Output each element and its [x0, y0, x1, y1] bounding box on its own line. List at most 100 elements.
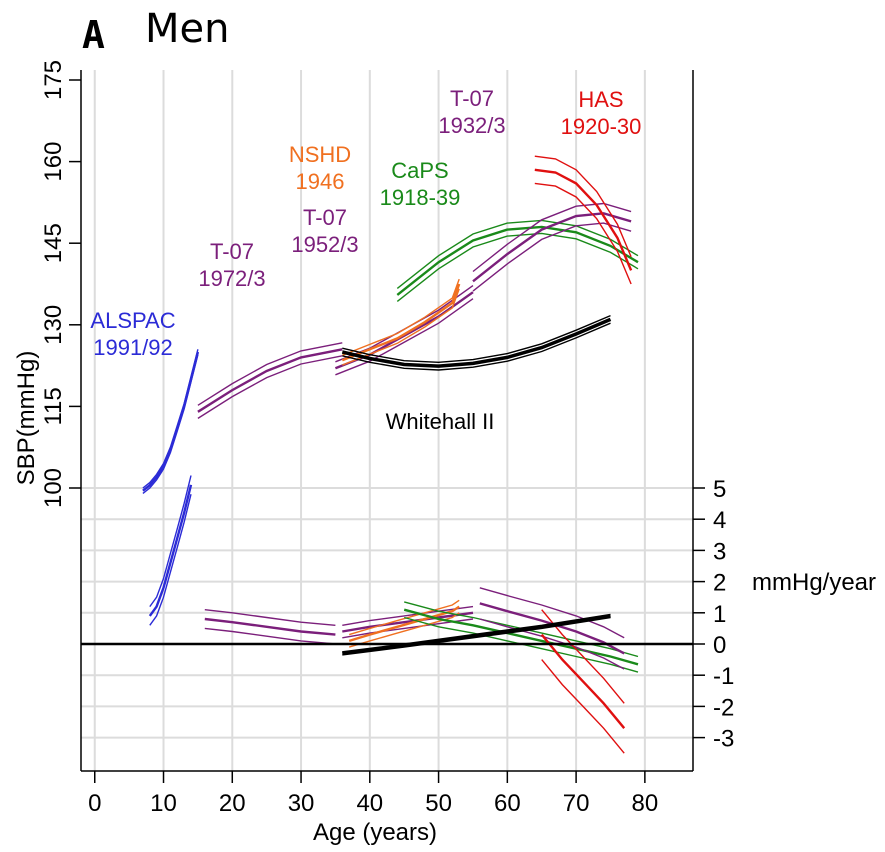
x-tick-label: 50: [425, 790, 452, 817]
label-line: Whitehall II: [386, 409, 495, 434]
y2-tick-label: 1: [713, 601, 726, 628]
y-tick-label: 100: [40, 468, 67, 508]
estimate-line: [342, 614, 611, 656]
ci-lower: [534, 182, 632, 285]
ci-upper: [479, 587, 625, 639]
sbp-series-t07-1: [197, 342, 343, 419]
estimate-line: [148, 484, 193, 617]
ci-lower: [479, 618, 625, 670]
x-tick-label: 70: [563, 790, 590, 817]
estimate-line: [403, 608, 639, 666]
label-line: T-07: [303, 205, 347, 230]
ci-lower: [142, 354, 199, 494]
label-line: 1918-39: [380, 185, 461, 210]
ci-upper: [342, 278, 460, 356]
estimate-line: [341, 283, 461, 362]
x-tick-label: 30: [288, 790, 315, 817]
ci-lower: [197, 355, 343, 419]
x-tick-label: 10: [150, 790, 177, 817]
y-tick-label: 175: [40, 60, 67, 100]
estimate-line: [348, 605, 460, 643]
y2-tick-label: 2: [713, 570, 726, 597]
ci-lower: [335, 298, 474, 376]
x-tick-label: 80: [632, 790, 659, 817]
ci-lower: [149, 494, 192, 626]
ci-lower: [342, 322, 611, 371]
ci-upper: [472, 202, 632, 273]
y-axis-title: SBP(mmHg): [13, 351, 40, 486]
sbp-series-t07-5: [472, 202, 632, 292]
sbp-series-whitehall-7: [341, 314, 612, 371]
ci-lower: [204, 627, 336, 645]
y-tick-label: 115: [40, 387, 67, 425]
slope-series-nshd-3: [348, 599, 460, 648]
estimate-line: [534, 168, 633, 271]
sbp-series-caps-4: [396, 219, 639, 302]
estimate-line: [396, 225, 639, 296]
estimate-line: [341, 317, 612, 368]
label-line: 1932/3: [438, 113, 505, 138]
estimate-line: [204, 617, 336, 636]
estimate-line: [197, 348, 343, 413]
label-t07-1932: T-07 1932/3: [438, 86, 505, 138]
x-tick-label: 20: [219, 790, 246, 817]
label-line: NSHD: [289, 142, 351, 167]
label-nshd: NSHD 1946: [289, 142, 351, 194]
ci-upper: [348, 599, 460, 636]
label-line: 1920-30: [561, 114, 642, 139]
sbp-series-alspac-0: [142, 349, 200, 494]
x-axis-title: Age (years): [313, 819, 437, 846]
ci-upper: [534, 155, 632, 258]
label-line: ALSPAC: [90, 308, 175, 333]
ci-upper: [149, 475, 192, 608]
ci-lower: [348, 612, 460, 648]
estimate-line: [472, 212, 632, 283]
ci-upper: [342, 314, 611, 364]
ci-upper: [396, 219, 639, 289]
y-tick-label: 160: [40, 142, 67, 182]
x-tick-label: 0: [88, 790, 101, 817]
estimate-line: [342, 611, 474, 633]
label-whitehall: Whitehall II: [386, 409, 495, 434]
label-line: HAS: [578, 87, 623, 112]
x-tick-label: 60: [494, 790, 521, 817]
sbp-series-has-6: [534, 155, 633, 285]
estimate-line: [142, 351, 200, 492]
label-line: 1972/3: [198, 266, 265, 291]
label-caps: CaPS 1918-39: [380, 158, 461, 210]
panel-letter: A: [82, 13, 105, 57]
label-alspac: ALSPAC 1991/92: [90, 308, 175, 360]
y-tick-label: 130: [40, 305, 67, 345]
y-tick-label: 145: [40, 223, 67, 263]
ci-upper: [204, 609, 336, 626]
label-t07-1972: T-07 1972/3: [198, 239, 265, 291]
label-line: 1952/3: [291, 232, 358, 257]
y2-tick-label: -2: [713, 694, 734, 721]
label-line: 1991/92: [93, 335, 173, 360]
panel-title: Men: [145, 6, 229, 52]
ci-upper: [142, 349, 199, 489]
ci-lower: [541, 659, 625, 754]
ci-upper: [197, 342, 343, 406]
estimate-line: [540, 633, 626, 729]
label-t07-1952: T-07 1952/3: [291, 205, 358, 257]
axes: 0 10 20 30 40 50 60 70 80543210-1-2-310011513014…: [40, 60, 734, 817]
label-has: HAS 1920-30: [561, 87, 642, 139]
label-line: T-07: [450, 86, 494, 111]
y2-tick-label: 5: [713, 476, 726, 503]
label-line: T-07: [210, 239, 254, 264]
y2-tick-label: 3: [713, 538, 726, 565]
ci-lower: [396, 232, 639, 302]
y2-axis-title: mmHg/year: [752, 569, 876, 596]
x-tick-label: 40: [356, 790, 383, 817]
ci-upper: [342, 605, 474, 626]
label-line: CaPS: [391, 158, 448, 183]
slope-series-t07-5: [479, 587, 625, 670]
slope-series-t07-1: [204, 609, 336, 645]
y2-tick-label: 0: [713, 632, 726, 659]
y2-tick-label: -3: [713, 726, 734, 753]
data-series: [142, 155, 639, 754]
label-line: 1946: [296, 169, 345, 194]
y2-tick-label: 4: [713, 507, 726, 534]
